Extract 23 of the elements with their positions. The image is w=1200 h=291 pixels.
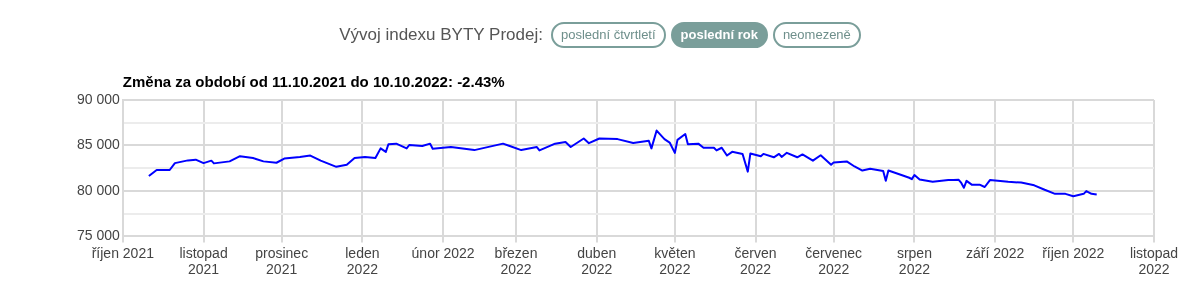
x-tick-label: červenec 2022 <box>805 244 863 278</box>
x-tick-label: leden 2022 <box>345 244 380 278</box>
y-tick-label: 85 000 <box>76 136 121 153</box>
x-tick-label: prosinec 2021 <box>255 244 309 278</box>
x-tick-label: duben 2022 <box>577 244 617 278</box>
y-tick-label: 75 000 <box>76 227 121 244</box>
chart-subtitle: Změna za období od 11.10.2021 do 10.10.2022: -2.43% <box>122 73 505 91</box>
y-tick-label: 80 000 <box>76 181 121 198</box>
x-tick-label: březen 2022 <box>494 244 538 278</box>
x-tick-label: říjen 2021 <box>91 244 155 261</box>
x-tick-label: listopad 2022 <box>1129 244 1179 278</box>
x-tick-label: květen 2022 <box>654 244 696 278</box>
filter-button: poslední rok <box>670 22 768 48</box>
x-tick-label: listopad 2021 <box>179 244 228 278</box>
x-tick-label: srpen 2022 <box>896 244 932 278</box>
x-tick-label: září 2022 <box>965 244 1025 261</box>
y-tick-label: 90 000 <box>76 90 121 107</box>
x-tick-label: říjen 2022 <box>1042 244 1105 261</box>
filter-button: poslední čtvrtletí <box>550 22 666 48</box>
x-tick-label: červen 2022 <box>734 244 777 278</box>
x-tick-label: únor 2022 <box>411 244 475 261</box>
chart-title: Vývoj indexu BYTY Prodej: <box>339 24 543 46</box>
filter-button: neomezeně <box>772 22 861 48</box>
